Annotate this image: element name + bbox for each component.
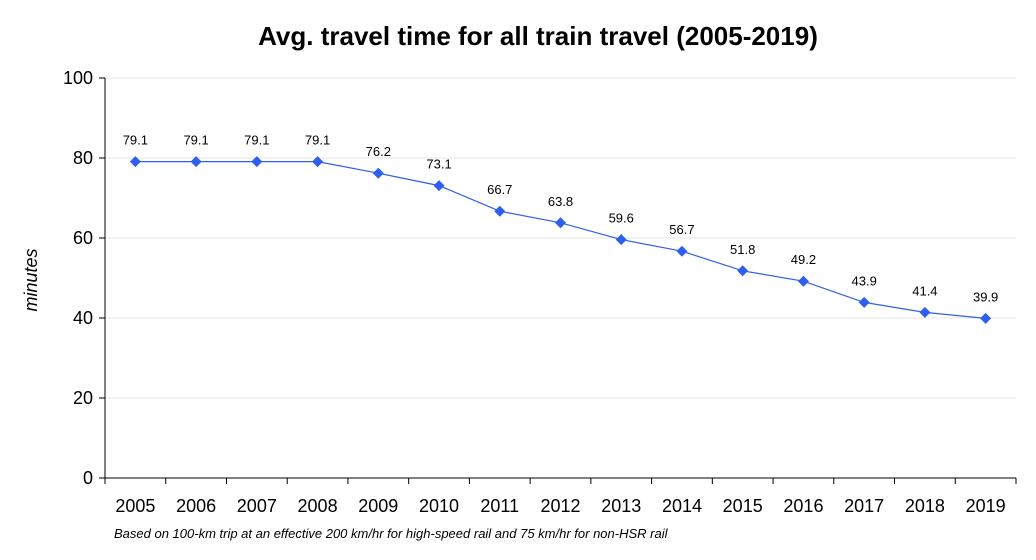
x-tick-label-2012: 2012: [540, 496, 580, 516]
x-tick-label-2006: 2006: [176, 496, 216, 516]
data-label-2015: 51.8: [730, 242, 755, 257]
data-label-2012: 63.8: [548, 194, 573, 209]
data-point-2005: [129, 156, 141, 168]
y-tick-label-0: 0: [83, 468, 93, 488]
x-tick-label-2017: 2017: [844, 496, 884, 516]
y-axis-label: minutes: [21, 248, 41, 311]
data-point-2007: [251, 156, 263, 168]
y-tick-label-100: 100: [63, 68, 93, 88]
gridlines: [105, 77, 1016, 399]
data-label-2017: 43.9: [852, 273, 877, 288]
data-point-2017: [858, 296, 870, 308]
y-tick-label-40: 40: [73, 308, 93, 328]
data-point-2009: [372, 167, 384, 179]
x-tick-label-2009: 2009: [358, 496, 398, 516]
data-label-2014: 56.7: [669, 222, 694, 237]
data-label-2005: 79.1: [123, 133, 148, 148]
data-label-2019: 39.9: [973, 289, 998, 304]
data-label-2018: 41.4: [912, 283, 937, 298]
x-tick-label-2013: 2013: [601, 496, 641, 516]
chart-title: Avg. travel time for all train travel (2…: [258, 21, 818, 51]
y-tick-label-20: 20: [73, 388, 93, 408]
y-tick-label-80: 80: [73, 148, 93, 168]
data-point-2012: [555, 217, 566, 229]
x-tick-label-2014: 2014: [662, 496, 702, 516]
x-tick-label-2018: 2018: [905, 496, 945, 516]
data-label-2007: 79.1: [244, 133, 269, 148]
y-tick-label-60: 60: [73, 228, 93, 248]
data-label-2010: 73.1: [426, 157, 451, 172]
data-point-2018: [919, 306, 931, 318]
series-line-group: [135, 161, 986, 319]
axes: [99, 77, 1017, 484]
footnote: Based on 100-km trip at an effective 200…: [114, 526, 669, 541]
series-line: [135, 161, 986, 319]
x-tick-label-2008: 2008: [298, 496, 338, 516]
data-label-2016: 49.2: [791, 252, 816, 267]
x-tick-label-2010: 2010: [419, 496, 459, 516]
x-tick-label-2005: 2005: [115, 496, 155, 516]
data-point-2010: [433, 180, 445, 192]
y-tick-labels: 0 20 40 60 80 100: [63, 68, 93, 488]
x-tick-label-2015: 2015: [723, 496, 763, 516]
data-label-2008: 79.1: [305, 133, 330, 148]
data-point-2008: [312, 156, 324, 168]
data-label-2009: 76.2: [366, 144, 391, 159]
data-point-2011: [494, 205, 506, 217]
x-tick-label-2007: 2007: [237, 496, 277, 516]
x-tick-labels: 2005 2006 2007 2008 2009 2010 2011 2012 2013 2014…: [115, 496, 1005, 516]
x-tick-label-2011: 2011: [480, 496, 519, 516]
data-point-2006: [190, 156, 202, 168]
data-label-2013: 59.6: [609, 211, 634, 226]
data-point-2014: [676, 245, 688, 257]
data-point-2016: [797, 275, 809, 287]
data-point-2015: [737, 265, 749, 277]
data-label-2011: 66.7: [487, 182, 512, 197]
data-points: [129, 156, 992, 324]
data-point-2013: [615, 234, 627, 246]
x-tick-label-2019: 2019: [966, 496, 1006, 516]
data-point-2019: [980, 312, 992, 324]
data-label-2006: 79.1: [183, 133, 208, 148]
x-tick-label-2016: 2016: [783, 496, 823, 516]
data-labels: 79.1 79.1 79.1 79.1 76.2 73.1 66.7 63.8 59.6 56.7…: [123, 133, 999, 305]
